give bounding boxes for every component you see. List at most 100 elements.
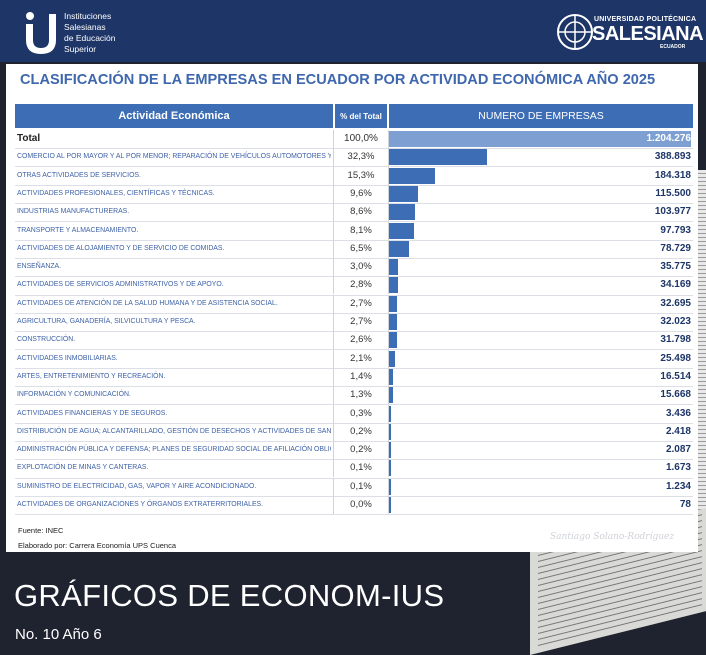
table-row: ARTES, ENTRETENIMIENTO Y RECREACIÓN. 1,4%… <box>15 367 693 388</box>
company-count: 115.500 <box>655 187 691 199</box>
total-bar <box>389 131 691 147</box>
value-bar <box>389 185 418 202</box>
percent-value: 1,4% <box>350 370 372 382</box>
activity-label: INDUSTRIAS MANUFACTURERAS. <box>17 208 130 216</box>
percent-value: 2,6% <box>350 334 372 346</box>
column-divider <box>333 313 334 331</box>
table-row: SUMINISTRO DE ELECTRICIDAD, GAS, VAPOR Y… <box>15 477 693 497</box>
value-bar <box>389 405 391 422</box>
table-row: COMERCIO AL POR MAYOR Y AL POR MENOR; RE… <box>15 148 693 168</box>
prepared-by-note: Elaborado por: Carrera Economía UPS Cuen… <box>18 541 176 550</box>
column-divider <box>388 148 389 167</box>
column-divider <box>333 331 334 350</box>
company-count: 78 <box>679 499 691 510</box>
company-count: 1.204.276 <box>646 133 692 144</box>
activity-label: ACTIVIDADES FINANCIERAS Y DE SEGUROS. <box>17 409 168 417</box>
activity-label: SUMINISTRO DE ELECTRICIDAD, GAS, VAPOR Y… <box>17 482 257 490</box>
company-count: 31.798 <box>660 334 691 346</box>
column-divider <box>388 294 389 313</box>
column-divider <box>388 130 389 148</box>
company-count: 16.514 <box>660 370 691 382</box>
percent-value: 0,2% <box>350 444 372 456</box>
column-header-percent: % del Total <box>335 104 387 128</box>
table-row: ENSEÑANZA. 3,0% 35.775 <box>15 258 693 278</box>
column-divider <box>333 166 334 185</box>
percent-value: 2,1% <box>350 352 372 364</box>
column-divider <box>388 239 389 258</box>
column-divider <box>388 422 389 441</box>
table-row: OTRAS ACTIVIDADES DE SERVICIOS. 15,3% 184.… <box>15 166 693 186</box>
table-row: ACTIVIDADES INMOBILIARIAS. 2,1% 25.498 <box>15 349 693 369</box>
company-count: 35.775 <box>660 261 691 273</box>
percent-value: 2,7% <box>350 316 372 327</box>
percent-value: 32,3% <box>347 151 375 163</box>
column-divider <box>333 276 334 295</box>
university-title: SALESIANA <box>592 23 704 45</box>
table-row: ACTIVIDADES FINANCIERAS Y DE SEGUROS. 0,3… <box>15 404 693 424</box>
table-row: ACTIVIDADES DE SERVICIOS ADMINISTRATIVOS… <box>15 276 693 296</box>
column-divider <box>333 258 334 277</box>
percent-value: 15,3% <box>347 169 375 181</box>
activity-label: ACTIVIDADES PROFESIONALES, CIENTÍFICAS Y… <box>17 189 215 197</box>
column-divider <box>388 166 389 185</box>
percent-value: 0,1% <box>350 462 372 474</box>
ius-logo-icon <box>26 12 56 54</box>
university-country: ECUADOR <box>660 44 686 50</box>
percent-value: 9,6% <box>350 187 372 199</box>
activity-label: COMERCIO AL POR MAYOR Y AL POR MENOR; RE… <box>17 153 331 161</box>
table-row: INDUSTRIAS MANUFACTURERAS. 8,6% 103.977 <box>15 203 693 223</box>
author-signature: Santiago Solano-Rodríguez <box>550 532 675 542</box>
value-bar <box>389 497 391 513</box>
percent-value: 0,2% <box>350 425 372 437</box>
ups-globe-icon <box>557 14 593 50</box>
column-divider <box>333 367 334 386</box>
table-row: ACTIVIDADES PROFESIONALES, CIENTÍFICAS Y… <box>15 184 693 205</box>
source-note: Fuente: INEC <box>18 526 64 535</box>
table-row: EXPLOTACIÓN DE MINAS Y CANTERAS. 0,1% 1.67… <box>15 459 693 479</box>
column-divider <box>333 203 334 222</box>
value-bar <box>389 368 394 385</box>
footer-issue: No. 10 Año 6 <box>15 626 102 643</box>
column-header-activity: Actividad Económica <box>15 104 333 128</box>
column-divider <box>333 496 334 514</box>
company-count: 3.436 <box>665 407 691 419</box>
percent-value: 8,1% <box>350 224 372 236</box>
activity-label: ACTIVIDADES DE ALOJAMIENTO Y DE SERVICIO… <box>17 244 225 252</box>
table-row: DISTRIBUCIÓN DE AGUA; ALCANTARILLADO, GE… <box>15 422 693 442</box>
column-divider <box>388 221 389 240</box>
value-bar <box>389 259 398 276</box>
column-divider <box>333 477 334 496</box>
institution-line: Salesianas <box>64 22 106 32</box>
column-divider <box>388 258 389 277</box>
value-bar <box>389 240 409 257</box>
company-count: 15.668 <box>660 389 691 401</box>
institution-line: de Educación <box>64 33 116 43</box>
value-bar <box>389 295 398 312</box>
column-divider <box>333 386 334 405</box>
company-count: 1.673 <box>665 462 691 474</box>
value-bar <box>389 204 416 221</box>
company-count: 97.793 <box>660 224 691 236</box>
percent-value: 100,0% <box>344 133 378 144</box>
column-divider <box>333 294 334 313</box>
column-divider <box>333 239 334 258</box>
company-count: 1.234 <box>665 480 691 492</box>
column-divider <box>388 459 389 478</box>
university-small-title: UNIVERSIDAD POLITÉCNICA <box>594 16 697 23</box>
value-bar <box>389 332 397 349</box>
activity-label: EXPLOTACIÓN DE MINAS Y CANTERAS. <box>17 464 149 472</box>
value-bar <box>389 387 393 404</box>
percent-value: 0,0% <box>350 499 372 510</box>
percent-value: 2,7% <box>350 297 372 309</box>
company-count: 388.893 <box>654 151 691 163</box>
column-divider <box>333 130 334 148</box>
column-divider <box>333 349 334 368</box>
column-divider <box>388 367 389 386</box>
activity-label: AGRICULTURA, GANADERÍA, SILVICULTURA Y P… <box>17 318 196 325</box>
activity-label: ACTIVIDADES INMOBILIARIAS. <box>17 354 118 362</box>
footer-title: GRÁFICOS DE ECONOM-IUS <box>14 578 445 613</box>
percent-value: 3,0% <box>350 261 372 273</box>
institution-line: Superior <box>64 44 97 54</box>
activity-label: ACTIVIDADES DE SERVICIOS ADMINISTRATIVOS… <box>17 281 224 289</box>
column-divider <box>388 404 389 423</box>
